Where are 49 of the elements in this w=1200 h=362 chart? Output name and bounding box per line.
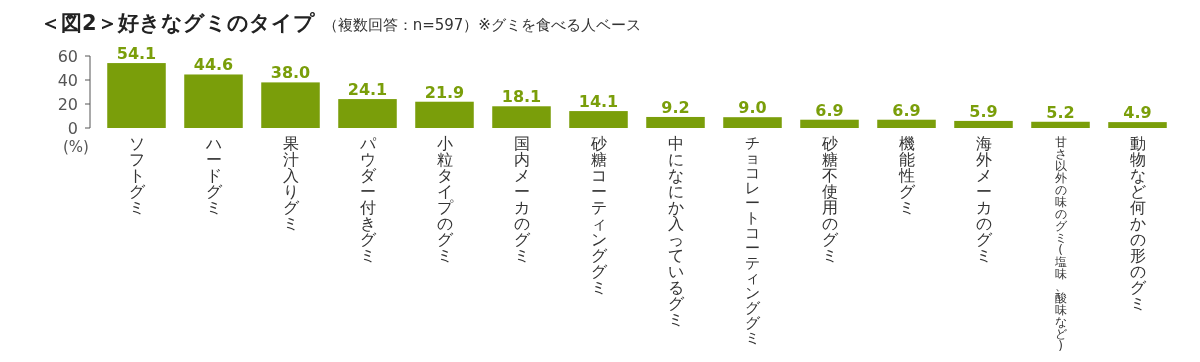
data-label: 18.1 <box>501 87 542 107</box>
bar <box>1108 122 1167 128</box>
bar <box>261 82 320 128</box>
x-tick-label: 砂糖不使用のグミ <box>820 136 839 264</box>
x-tick-label: 動物など何かの形のグミ <box>1128 136 1147 312</box>
bar <box>877 119 936 128</box>
y-tick-label: 60 <box>57 47 78 66</box>
chart-subtitle: （複数回答：n=597）※グミを食べる人ベース <box>322 16 641 34</box>
data-label: 14.1 <box>578 92 619 112</box>
x-tick-label: パウダー付きグミ <box>358 136 377 264</box>
data-label: 44.6 <box>193 55 234 75</box>
data-label: 21.9 <box>424 82 465 102</box>
data-label: 5.9 <box>969 101 998 121</box>
data-label: 9.2 <box>661 97 690 117</box>
bar <box>646 116 705 128</box>
y-tick-label: 40 <box>57 71 78 90</box>
data-label: 6.9 <box>892 100 921 120</box>
x-tick-label: 機能性グミ <box>897 136 916 216</box>
bar <box>184 74 243 128</box>
data-label: 9.0 <box>738 98 767 118</box>
bar <box>415 101 474 128</box>
x-tick-label: 甘さ以外の味のグミ(塩味、酸味など) <box>1053 136 1068 352</box>
bar <box>954 120 1013 128</box>
x-tick-label: 砂糖コーティンググミ <box>589 136 608 296</box>
bar <box>338 99 397 128</box>
bar <box>492 106 551 128</box>
bar <box>800 119 859 128</box>
x-tick-label: ハードグミ <box>204 136 223 216</box>
data-label: 6.9 <box>815 100 844 120</box>
x-tick-label: 中になにか入っているグミ <box>666 136 685 328</box>
data-label: 54.1 <box>116 44 157 64</box>
x-tick-label: 国内メーカのグミ <box>512 136 531 264</box>
x-tick-label: 海外メーカのグミ <box>974 136 993 264</box>
bar <box>723 117 782 128</box>
bar <box>569 111 628 128</box>
data-label: 5.2 <box>1046 102 1075 122</box>
x-tick-label: 小粒タイプのグミ <box>435 136 455 264</box>
x-tick-label: 果汁入りグミ <box>281 136 300 232</box>
data-label: 4.9 <box>1123 103 1152 123</box>
data-label: 38.0 <box>270 63 311 83</box>
bar <box>1031 121 1090 128</box>
bar <box>107 63 166 128</box>
y-tick-label: 0 <box>67 119 78 138</box>
y-tick-label: 20 <box>57 95 78 114</box>
x-tick-label: チョコレートコーティンググミ <box>744 136 761 346</box>
x-tick-label: ソフトグミ <box>127 136 146 216</box>
y-axis-title: (%) <box>63 138 89 156</box>
data-label: 24.1 <box>347 80 388 100</box>
chart-title: ＜図2＞好きなグミのタイプ <box>40 11 315 35</box>
